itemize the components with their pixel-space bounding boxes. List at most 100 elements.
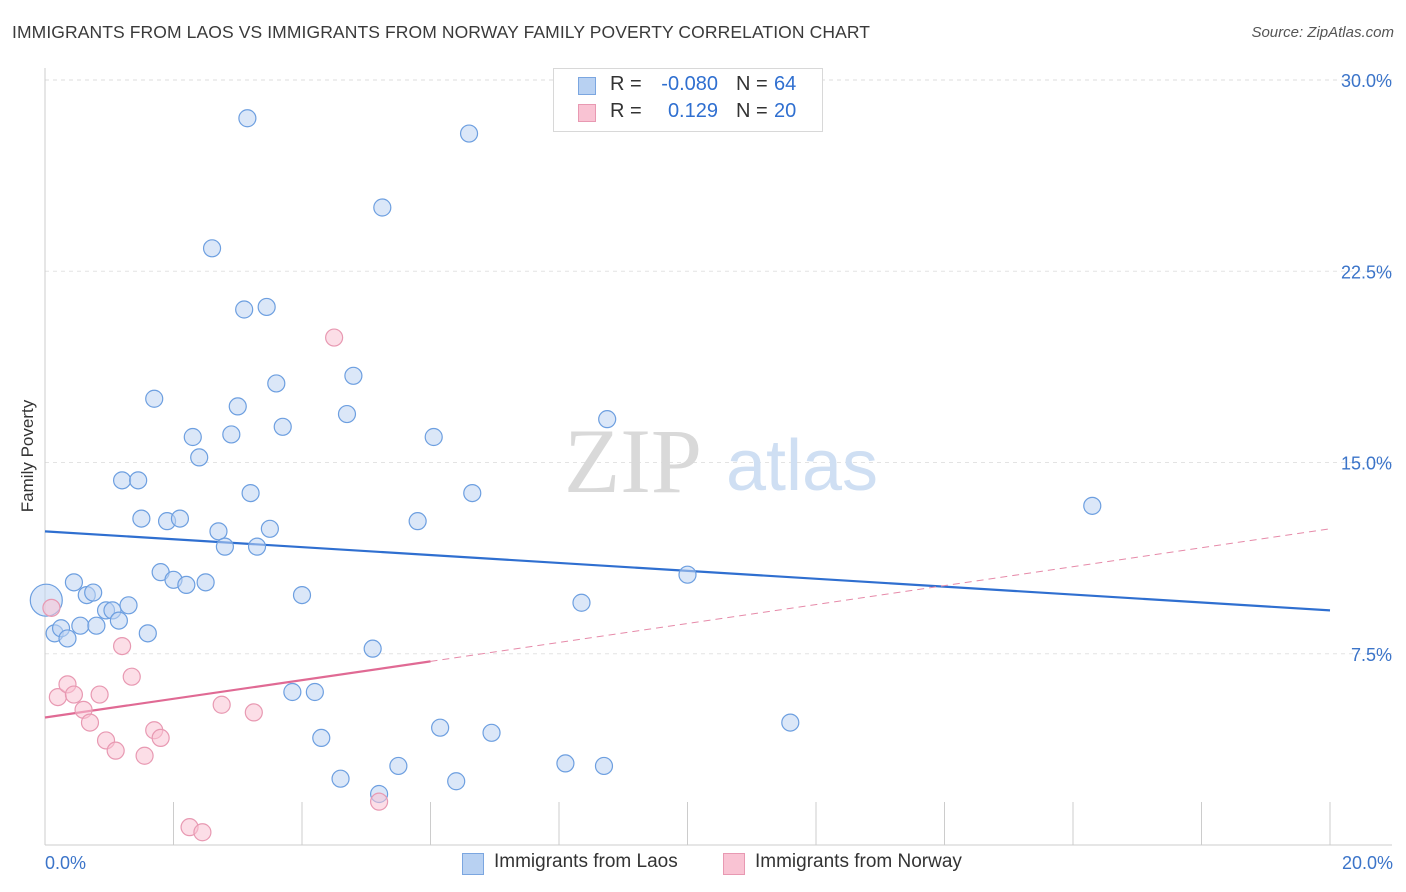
source-label: Source: ZipAtlas.com — [1251, 24, 1394, 41]
stats-swatch-norway — [578, 104, 596, 122]
laos-point — [112, 471, 132, 490]
watermark: ZIP atlas — [564, 410, 878, 512]
laos-point — [119, 596, 138, 615]
laos-point — [292, 585, 312, 605]
laos-point — [170, 509, 190, 528]
stats-n-label: N = — [736, 73, 768, 95]
laos-point — [222, 425, 241, 444]
norway-point — [80, 713, 100, 732]
laos-point — [373, 198, 392, 217]
laos-point — [202, 239, 222, 258]
laos-point — [228, 397, 247, 416]
norway-point — [90, 685, 109, 704]
trend-line-extension-1 — [430, 528, 1331, 662]
norway-point — [193, 823, 212, 842]
laos-point — [594, 756, 614, 776]
norway-point — [112, 636, 132, 656]
tick-labels: 7.5% 15.0% 22.5% 30.0% 0.0% 20.0% — [45, 71, 1393, 873]
laos-point — [363, 639, 382, 658]
laos-point — [312, 728, 331, 748]
laos-point — [1083, 496, 1102, 515]
stats-box: R = -0.080 N = 64 R = 0.129 N = 20 — [553, 68, 823, 132]
laos-point — [129, 471, 148, 490]
laos-point — [267, 374, 286, 393]
norway-point — [42, 598, 61, 617]
trend-line-1 — [44, 660, 431, 719]
stats-r-value: -0.080 — [661, 73, 718, 95]
stats-n-label: N = — [736, 100, 768, 122]
laos-point — [344, 366, 363, 385]
laos-point — [64, 573, 84, 592]
laos-point — [572, 593, 591, 612]
laos-point — [145, 389, 164, 408]
laos-point — [482, 723, 501, 742]
laos-point — [463, 484, 482, 503]
laos-point — [87, 616, 106, 635]
laos-point — [190, 448, 209, 467]
y-tick-label: 15.0% — [1341, 454, 1392, 474]
gridlines — [45, 79, 1392, 655]
x-tick-label-min: 0.0% — [45, 853, 86, 873]
norway-point — [135, 746, 154, 765]
stats-n-value: 64 — [774, 73, 797, 95]
trend-lines — [44, 528, 1331, 719]
laos-point — [177, 575, 196, 595]
laos-point — [138, 624, 157, 643]
laos-point — [331, 769, 350, 788]
norway-point — [325, 328, 344, 347]
laos-point — [459, 124, 479, 143]
laos-point — [260, 519, 279, 538]
laos-point — [273, 417, 292, 436]
laos-point — [247, 537, 267, 556]
laos-point — [408, 512, 427, 531]
y-axis-label: Family Poverty — [18, 399, 37, 513]
laos-point — [235, 300, 254, 319]
legend-label-norway: Immigrants from Norway — [755, 851, 962, 872]
laos-point — [84, 583, 103, 602]
stats-r-label: R = — [610, 73, 642, 95]
laos-point — [556, 754, 575, 773]
laos-point — [209, 522, 228, 541]
norway-point — [244, 703, 263, 722]
laos-point — [58, 629, 77, 648]
laos-point — [196, 573, 215, 592]
legend-label-laos: Immigrants from Laos — [494, 851, 678, 872]
laos-point — [183, 427, 202, 447]
watermark-atlas: atlas — [726, 426, 878, 506]
axes — [44, 68, 1392, 846]
laos-point — [238, 109, 257, 128]
laos-point — [424, 427, 443, 447]
laos-point — [109, 611, 128, 630]
laos-point — [215, 537, 234, 556]
norway-point — [64, 685, 84, 704]
laos-point — [389, 756, 408, 776]
chart-title: IMMIGRANTS FROM LAOS VS IMMIGRANTS FROM … — [12, 22, 871, 42]
watermark-zip: ZIP — [564, 410, 702, 512]
laos-point — [678, 565, 697, 584]
laos-point — [337, 404, 357, 424]
y-tick-label: 30.0% — [1341, 71, 1392, 91]
laos-point — [305, 682, 324, 702]
laos-point — [283, 682, 302, 702]
legend-swatch-laos — [462, 853, 484, 875]
data-points — [29, 109, 1102, 842]
stats-r-label: R = — [610, 100, 642, 122]
norway-point — [212, 695, 231, 714]
legend-swatch-norway — [723, 853, 745, 875]
laos-point — [598, 410, 617, 429]
laos-point — [132, 509, 151, 528]
laos-point — [781, 713, 800, 732]
y-tick-label: 7.5% — [1351, 645, 1392, 665]
norway-point — [106, 741, 125, 760]
laos-point — [71, 616, 90, 635]
laos-point — [431, 718, 450, 737]
norway-point — [370, 792, 389, 811]
stats-n-value: 20 — [774, 100, 797, 122]
stats-r-value: 0.129 — [667, 100, 718, 122]
stats-swatch-laos — [578, 77, 596, 95]
laos-point — [447, 772, 466, 791]
x-tick-label-max: 20.0% — [1342, 853, 1393, 873]
laos-point — [241, 484, 260, 503]
norway-point — [122, 667, 141, 686]
